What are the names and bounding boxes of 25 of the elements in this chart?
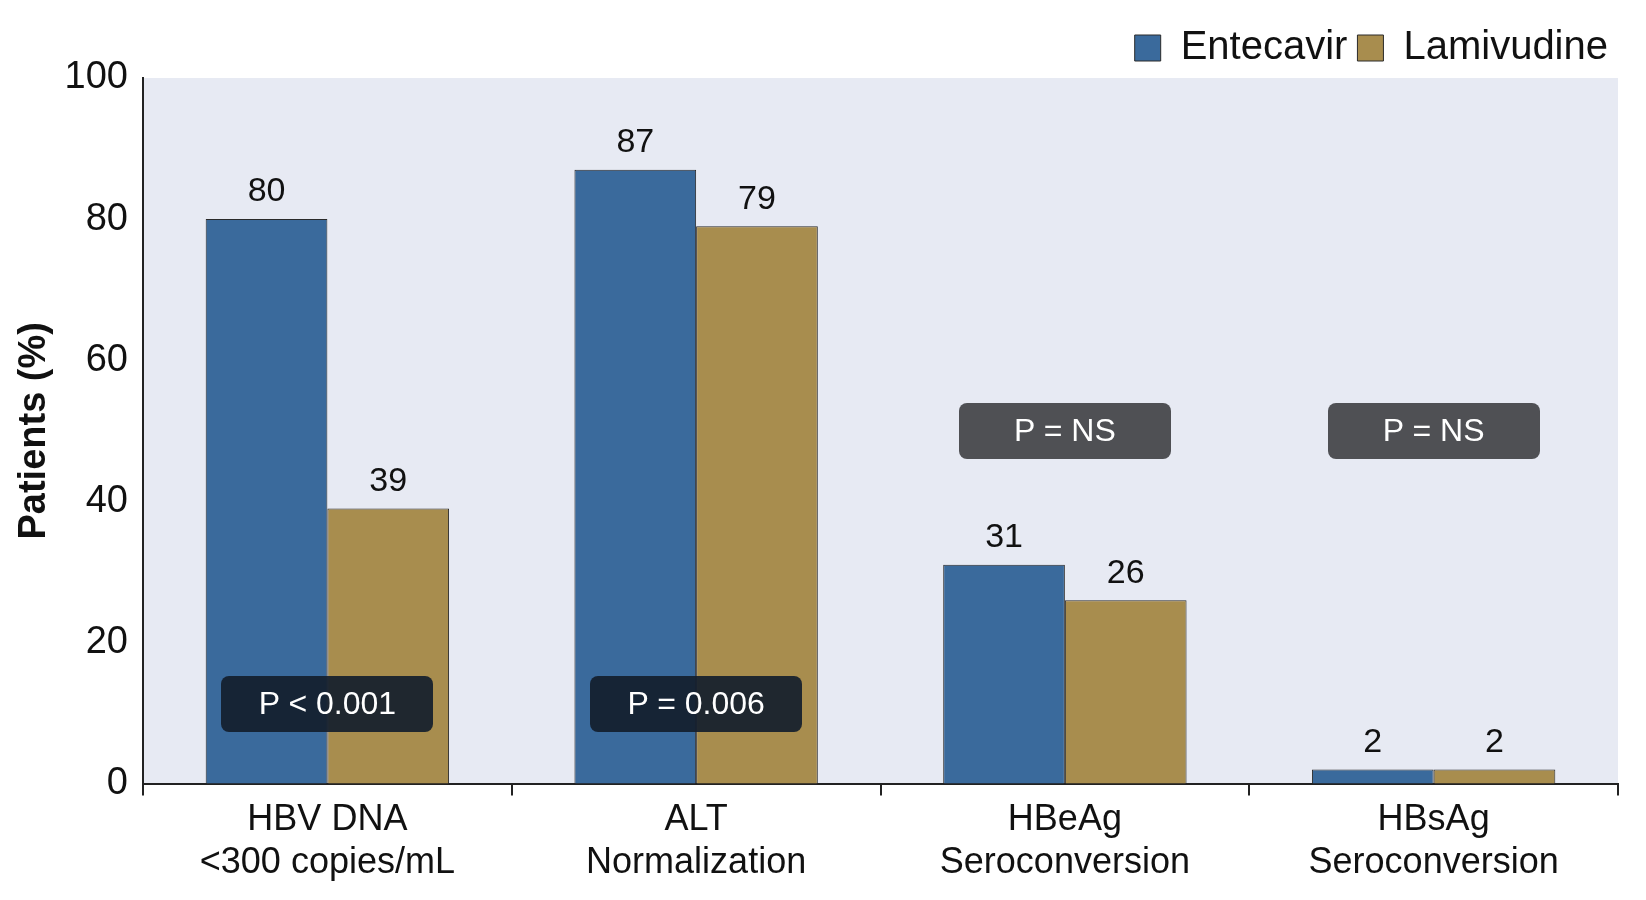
- data-label: 2: [1485, 720, 1504, 759]
- y-tick-label: 0: [106, 760, 128, 803]
- y-tick-label: 20: [85, 618, 128, 661]
- legend-label: Lamivudine: [1403, 23, 1609, 68]
- data-label: 87: [616, 121, 655, 160]
- data-label: 79: [738, 177, 776, 216]
- x-tick-label: ALT Normalization: [586, 797, 807, 882]
- data-label: 39: [369, 459, 408, 498]
- annotation: P < 0.001: [258, 685, 397, 723]
- annotation: P = 0.006: [627, 685, 765, 723]
- data-label: 2: [1363, 720, 1383, 759]
- x-tick-label: HBeAg Seroconversion: [939, 797, 1190, 882]
- y-axis-title: Patients (%): [11, 322, 54, 540]
- annotation: P = NS: [1014, 412, 1116, 450]
- x-tick-label: HBsAg Seroconversion: [1308, 797, 1559, 882]
- data-label: 26: [1106, 551, 1145, 590]
- data-label: 31: [985, 516, 1023, 555]
- y-tick-label: 40: [85, 477, 128, 520]
- y-tick-label: 80: [85, 195, 128, 238]
- legend-label: Entecavir: [1180, 23, 1348, 68]
- y-tick-label: 60: [85, 336, 128, 379]
- x-tick-label: HBV DNA <300 copies/mL: [199, 797, 455, 882]
- data-label: 80: [247, 170, 286, 209]
- y-tick-label: 100: [64, 54, 128, 97]
- annotation: P = NS: [1382, 412, 1485, 450]
